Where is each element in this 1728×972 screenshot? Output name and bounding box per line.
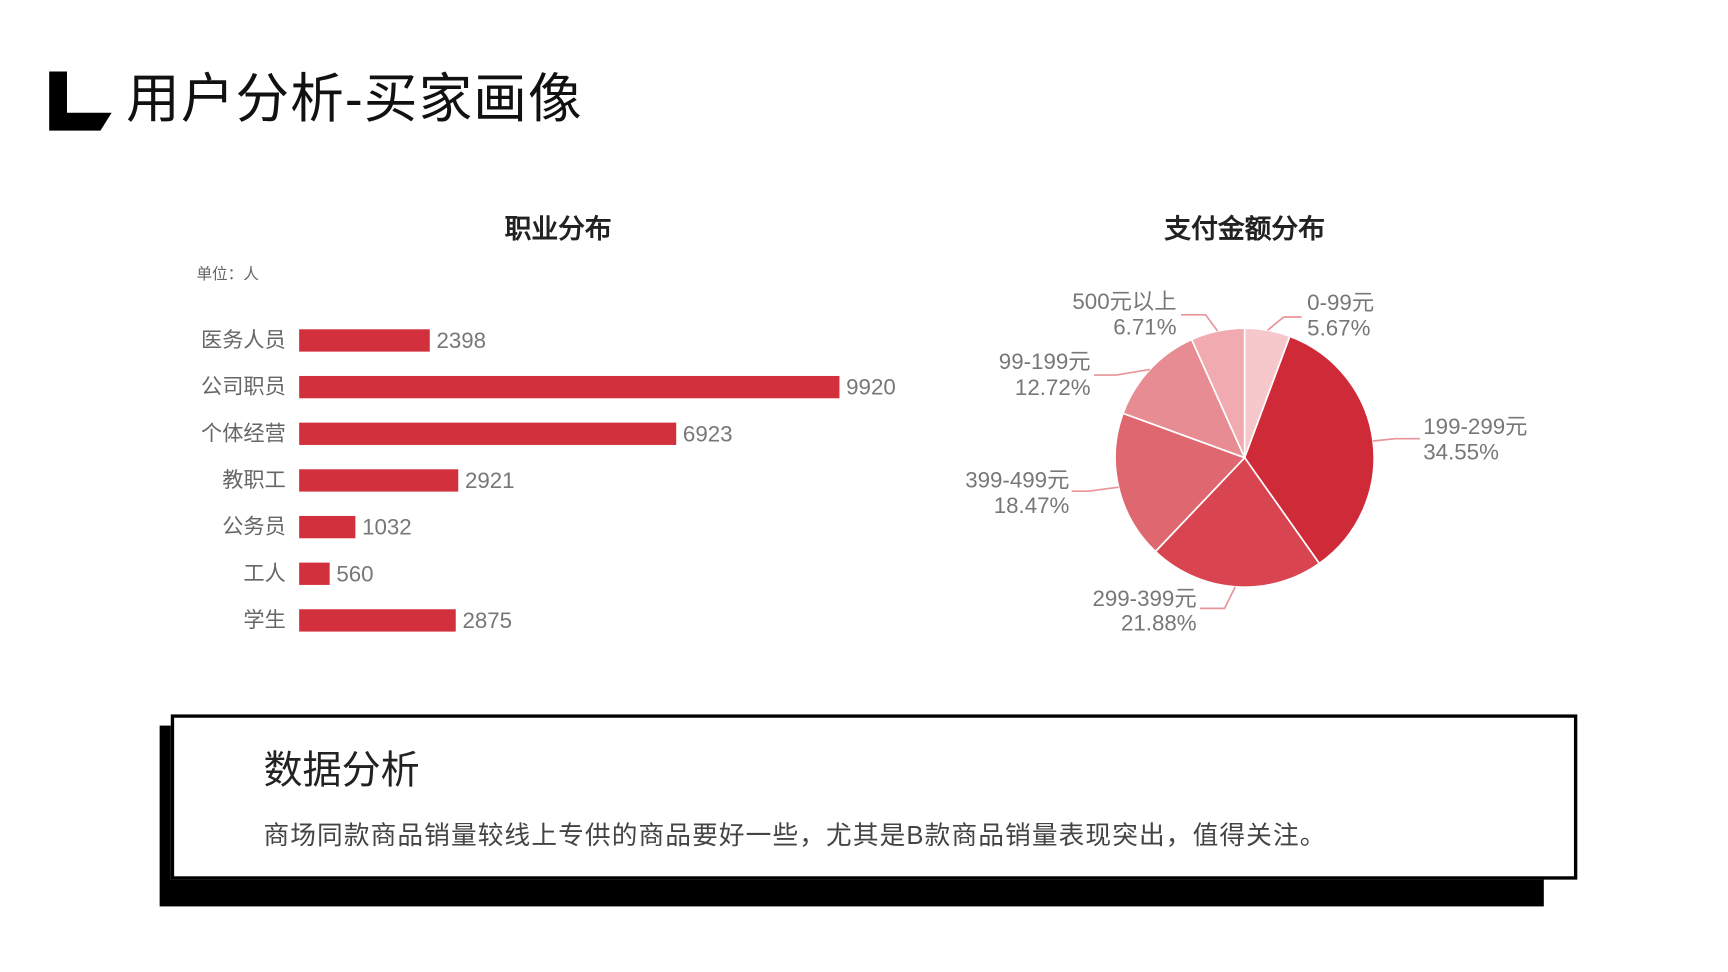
- bar: [299, 562, 330, 585]
- bar-category-label: 教职工: [222, 468, 286, 492]
- occupation-bar-chart: 职业分布 单位：人 医务人员 2398 公司职员 9920 个体经营 6923 教职工 292…: [196, 214, 895, 633]
- bar-category-label: 公务员: [222, 515, 286, 539]
- pie-percent-label: 21.88%: [1121, 610, 1197, 635]
- pie-percent-label: 34.55%: [1423, 440, 1499, 465]
- pie-percent-label: 18.47%: [994, 493, 1070, 518]
- bar-value-label: 2875: [462, 608, 512, 633]
- bar-value-label: 6923: [683, 421, 733, 446]
- pie-category-label: 0-99元: [1307, 290, 1374, 315]
- pie-leader-line: [1199, 586, 1236, 610]
- analysis-body-text: 商场同款商品销量较线上专供的商品要好一些，尤其是B款商品销量表现突出，值得关注。: [263, 820, 1327, 850]
- bar-category-label: 个体经营: [201, 421, 286, 445]
- bar: [299, 609, 456, 632]
- pie-percent-label: 6.71%: [1113, 315, 1176, 340]
- pie-chart-title: 支付金额分布: [1164, 213, 1325, 244]
- pie-category-label: 199-299元: [1423, 414, 1527, 439]
- pie-percent-label: 12.72%: [1015, 375, 1091, 400]
- bar-value-label: 2921: [465, 468, 515, 493]
- bar-category-label: 学生: [243, 608, 285, 632]
- bar-value-label: 9920: [846, 375, 896, 400]
- bar: [299, 422, 677, 445]
- bar: [299, 469, 459, 492]
- bar-value-label: 1032: [362, 515, 412, 540]
- pie-category-label: 399-499元: [965, 467, 1069, 492]
- analysis-box: 数据分析 商场同款商品销量较线上专供的商品要好一些，尤其是B款商品销量表现突出，…: [170, 714, 1578, 880]
- bar: [299, 515, 356, 539]
- pie-leader-line: [1181, 313, 1219, 332]
- bar-category-label: 工人: [243, 562, 285, 585]
- pie-category-label: 299-399元: [1092, 586, 1196, 611]
- bar-marks: 医务人员 2398 公司职员 9920 个体经营 6923 教职工 2921 公务员 1032 工人…: [201, 328, 896, 633]
- pie-slice: [1190, 327, 1246, 459]
- bar-chart-unit-label: 单位：人: [196, 265, 259, 283]
- bar-category-label: 医务人员: [201, 328, 286, 352]
- bar-value-label: 2398: [436, 328, 486, 353]
- pie-leader-line: [1267, 316, 1302, 331]
- page-title: 用户分析-买家画像: [126, 70, 583, 130]
- corner-bracket-logo-icon: [49, 71, 112, 131]
- pie-category-label: 99-199元: [999, 349, 1091, 374]
- bar: [299, 375, 840, 399]
- pie-slice: [1154, 456, 1321, 588]
- pie-leader-line: [1071, 486, 1119, 492]
- bar-chart-title: 职业分布: [505, 214, 612, 244]
- pie-category-label: 500元以上: [1072, 289, 1176, 314]
- bar: [299, 329, 430, 352]
- bar-value-label: 560: [336, 561, 373, 586]
- analysis-heading: 数据分析: [263, 749, 420, 793]
- pie-leader-line: [1372, 437, 1420, 442]
- pie-leader-line: [1093, 368, 1151, 376]
- pie-slice: [1121, 338, 1247, 460]
- charts-canvas: 职业分布 单位：人 医务人员 2398 公司职员 9920 个体经营 6923 教职工 292…: [196, 213, 1527, 636]
- pie-percent-label: 5.67%: [1307, 316, 1370, 341]
- bar-category-label: 公司职员: [201, 376, 286, 399]
- pie-slices: [1114, 327, 1375, 588]
